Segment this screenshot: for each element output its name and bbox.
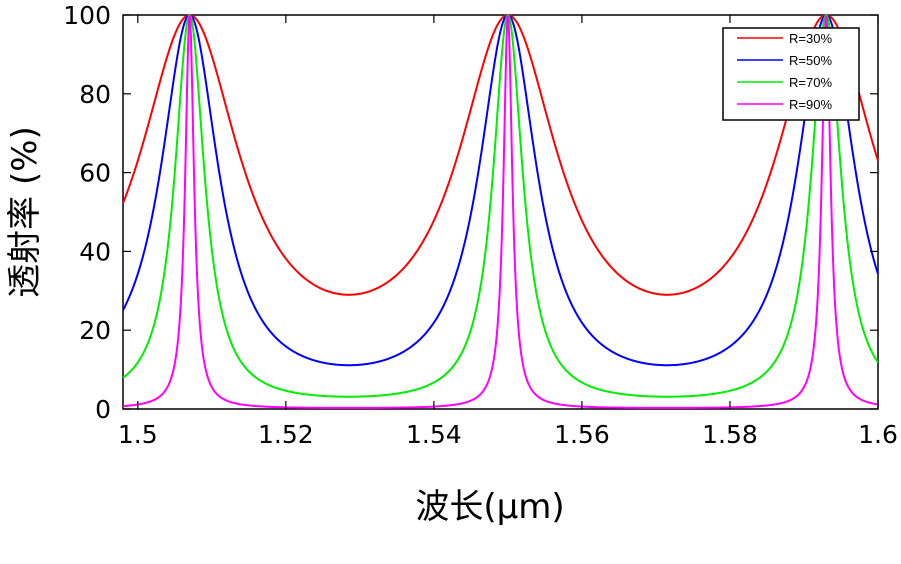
y-tick-label: 60 — [79, 159, 111, 188]
x-tick-label: 1.56 — [554, 420, 610, 449]
plot-frame — [122, 14, 879, 410]
series-line-1 — [122, 13, 879, 296]
y-tick-label: 0 — [95, 395, 111, 424]
legend-label: R=50% — [789, 53, 832, 68]
x-tick-label: 1.52 — [258, 420, 314, 449]
series-curves — [122, 13, 879, 409]
x-tick-label: 1.6 — [858, 420, 898, 449]
y-tick-label: 20 — [79, 316, 111, 345]
plot-area — [122, 14, 879, 410]
series-line-2 — [122, 13, 879, 367]
legend-label: R=30% — [789, 31, 832, 46]
legend: R=30% R=50% R=70% R=90% — [722, 27, 860, 121]
x-tick-label: 1.5 — [118, 420, 158, 449]
y-axis-ticks: 0 20 40 60 80 100 — [63, 1, 878, 424]
y-tick-label: 40 — [79, 237, 111, 266]
x-tick-label: 1.58 — [702, 420, 758, 449]
x-tick-label: 1.54 — [406, 420, 462, 449]
legend-label: R=90% — [789, 97, 832, 112]
series-line-3 — [122, 13, 879, 398]
legend-label: R=70% — [789, 75, 832, 90]
x-axis-ticks: 1.5 1.52 1.54 1.56 1.58 1.6 — [118, 15, 898, 449]
y-tick-label: 80 — [79, 80, 111, 109]
series-line-4 — [122, 14, 879, 409]
x-axis-title: 波长(μm) — [415, 487, 564, 527]
y-axis-title: 透射率 (%) — [5, 126, 45, 298]
y-tick-label: 100 — [63, 1, 111, 30]
legend-items: R=30% R=50% R=70% R=90% — [737, 31, 832, 112]
